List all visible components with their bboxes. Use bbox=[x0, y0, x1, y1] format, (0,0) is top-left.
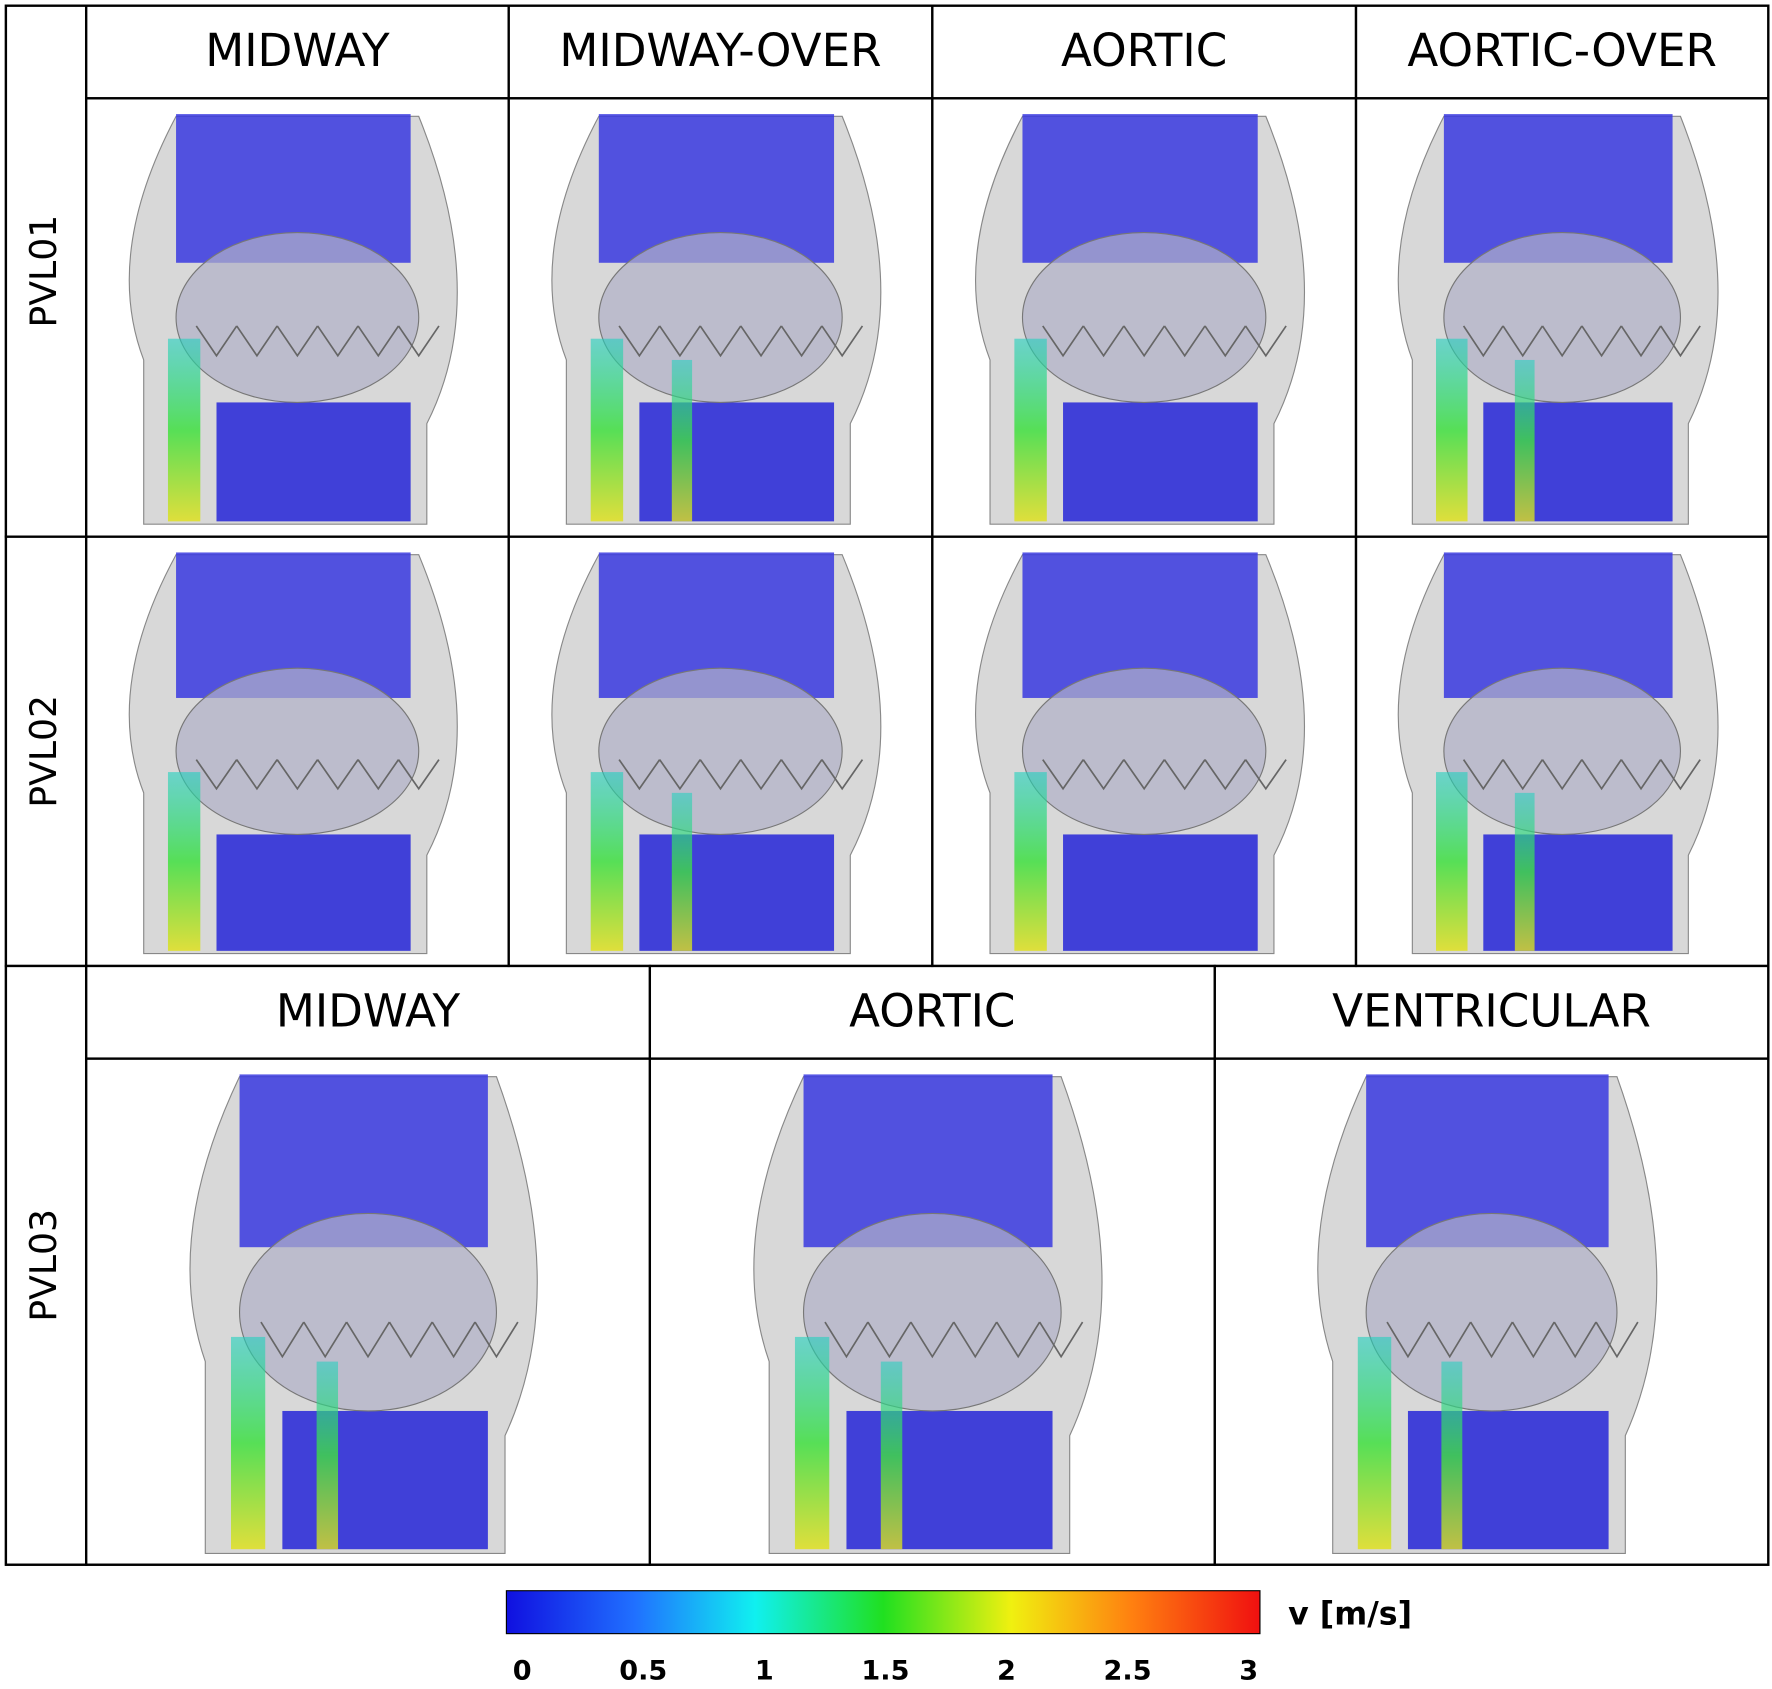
stent bbox=[195, 759, 440, 791]
jet-right bbox=[1514, 792, 1535, 951]
simulation-image bbox=[1397, 552, 1719, 955]
outflow bbox=[1483, 402, 1673, 522]
stent bbox=[1386, 1321, 1639, 1359]
simulation-image bbox=[753, 1074, 1103, 1554]
stent bbox=[195, 325, 440, 358]
row-label: PVL01 bbox=[22, 215, 65, 328]
jet-left bbox=[590, 338, 624, 522]
jet-left bbox=[794, 1336, 830, 1550]
valve bbox=[1365, 1212, 1618, 1412]
jet-left bbox=[167, 338, 201, 522]
jet-right bbox=[1514, 359, 1535, 522]
image-cell bbox=[1213, 1057, 1770, 1566]
jet-left bbox=[1435, 772, 1468, 951]
outflow bbox=[639, 402, 835, 522]
stent bbox=[824, 1321, 1084, 1359]
jet-left bbox=[1357, 1336, 1392, 1550]
colorbar-tick-label: 0 bbox=[513, 1656, 532, 1687]
jet-right bbox=[880, 1361, 903, 1550]
jet-left bbox=[1014, 338, 1047, 522]
stent bbox=[1462, 759, 1701, 791]
outflow bbox=[1063, 402, 1258, 522]
simulation-image bbox=[128, 552, 458, 955]
colorbar-label: v [m/s] bbox=[1288, 1597, 1412, 1633]
valve bbox=[175, 667, 420, 836]
simulation-image bbox=[551, 552, 882, 955]
column-header: MIDWAY bbox=[205, 24, 390, 77]
outflow bbox=[1407, 1410, 1609, 1550]
outflow bbox=[1483, 834, 1673, 951]
jet-left bbox=[590, 772, 624, 951]
valve bbox=[598, 231, 843, 403]
colorbar-tick-label: 1 bbox=[755, 1656, 774, 1687]
simulation-image bbox=[128, 114, 458, 525]
jet-right bbox=[671, 792, 693, 951]
simulation-image bbox=[1317, 1074, 1658, 1554]
valve bbox=[802, 1212, 1062, 1412]
stent bbox=[618, 759, 864, 791]
valve bbox=[1443, 667, 1682, 836]
valve bbox=[238, 1212, 498, 1412]
stent bbox=[1462, 325, 1701, 358]
jet-left bbox=[230, 1336, 266, 1550]
colorbar-tick-label: 2.5 bbox=[1104, 1656, 1152, 1687]
column-header: VENTRICULAR bbox=[1332, 985, 1651, 1038]
valve bbox=[1021, 231, 1267, 403]
outflow bbox=[216, 834, 411, 951]
column-header: MIDWAY bbox=[276, 985, 461, 1038]
valve bbox=[1021, 667, 1267, 836]
jet-right bbox=[1441, 1361, 1463, 1550]
jet-left bbox=[1014, 772, 1047, 951]
stent bbox=[1042, 325, 1287, 358]
column-header: MIDWAY-OVER bbox=[559, 24, 881, 77]
row-label: PVL02 bbox=[22, 695, 65, 808]
column-header: AORTIC bbox=[1061, 24, 1227, 77]
jet-right bbox=[316, 1361, 339, 1550]
stent bbox=[260, 1321, 519, 1359]
colorbar-tick-label: 3 bbox=[1239, 1656, 1258, 1687]
colorbar-tick-label: 0.5 bbox=[619, 1656, 667, 1687]
simulation-image bbox=[974, 114, 1306, 525]
stent bbox=[1042, 759, 1287, 791]
simulation-image bbox=[974, 552, 1305, 955]
column-header: AORTIC-OVER bbox=[1407, 24, 1716, 77]
simulation-image bbox=[1397, 114, 1719, 525]
column-header: AORTIC bbox=[849, 985, 1015, 1038]
outflow bbox=[846, 1410, 1053, 1550]
colorbar-tick-label: 2 bbox=[997, 1656, 1016, 1687]
jet-right bbox=[671, 359, 693, 522]
simulation-image bbox=[189, 1074, 538, 1554]
colorbar-tick-label: 1.5 bbox=[861, 1656, 909, 1687]
valve bbox=[598, 667, 843, 836]
valve bbox=[1443, 231, 1682, 403]
outflow bbox=[1063, 834, 1258, 951]
outflow bbox=[282, 1410, 488, 1550]
colorbar bbox=[505, 1590, 1261, 1635]
stent bbox=[618, 325, 864, 358]
jet-left bbox=[167, 772, 201, 951]
valve bbox=[175, 231, 420, 403]
row-label: PVL03 bbox=[22, 1209, 65, 1322]
simulation-image bbox=[551, 114, 882, 525]
jet-left bbox=[1435, 338, 1468, 522]
outflow bbox=[216, 402, 411, 522]
outflow bbox=[639, 834, 835, 951]
